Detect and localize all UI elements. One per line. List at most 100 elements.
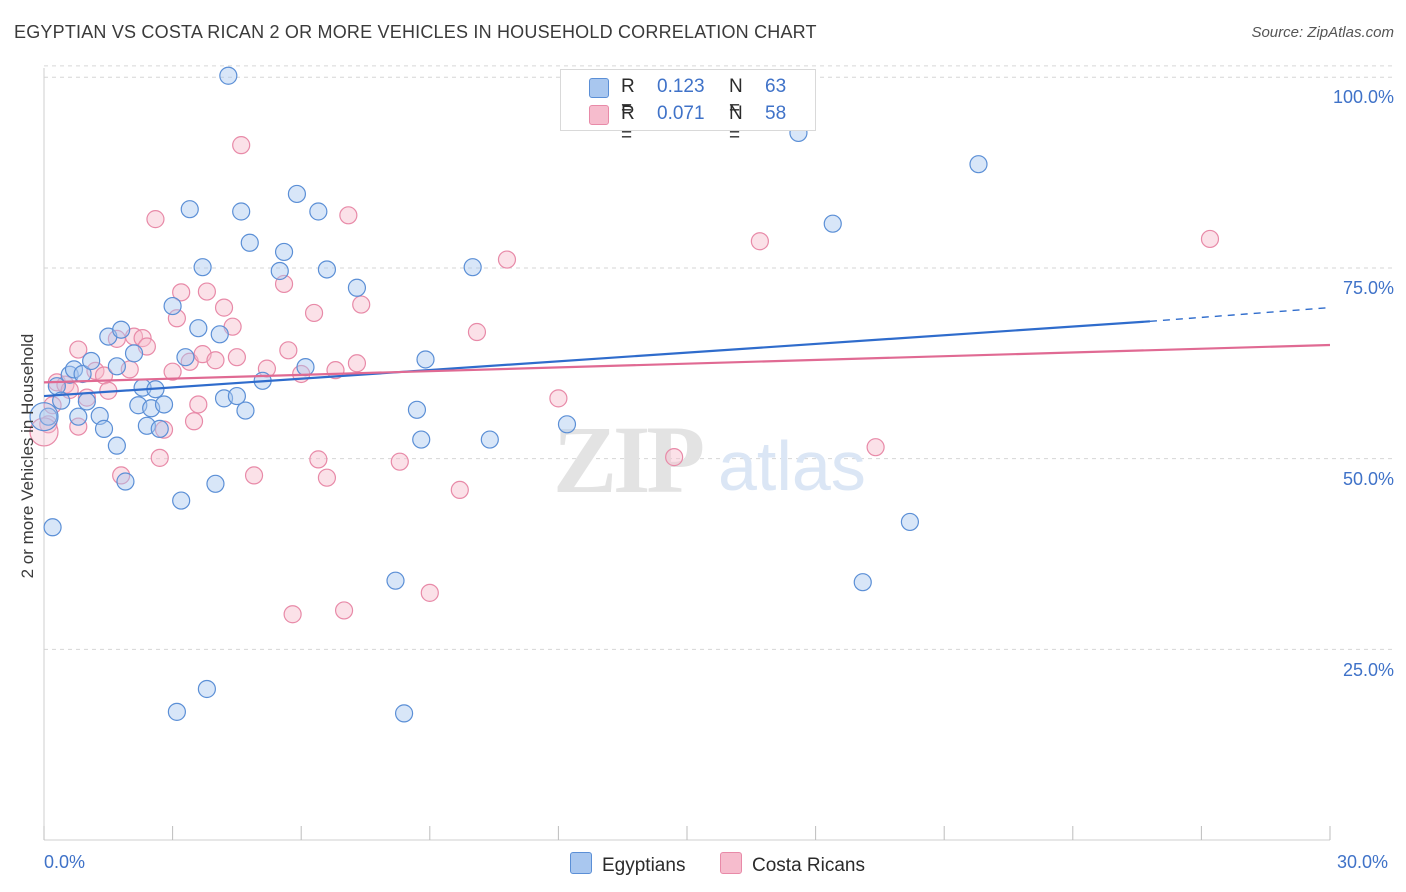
legend-item-costa-ricans[interactable]: Costa Ricans (720, 852, 865, 877)
trend-lines (43, 306, 1331, 398)
data-point (172, 283, 191, 302)
data-point (107, 357, 126, 376)
data-point (339, 206, 358, 225)
watermark: ZIP atlas (553, 406, 866, 513)
data-point (347, 278, 367, 297)
data-point (124, 344, 144, 363)
data-point (206, 351, 225, 370)
data-point (1200, 229, 1220, 249)
n-value: 58 (765, 103, 787, 124)
data-point (180, 200, 199, 219)
y-tick-label: 50.0% (1342, 469, 1394, 489)
data-point (283, 605, 302, 624)
data-point (665, 448, 684, 467)
costa-ricans-trend-line (43, 343, 1331, 384)
data-point (480, 430, 499, 449)
source-credit: Source: ZipAtlas.com (1251, 24, 1394, 41)
data-point (43, 518, 62, 537)
data-point (270, 261, 289, 281)
n-label: N = (729, 76, 743, 119)
n-value: 63 (765, 76, 787, 97)
data-point (146, 210, 165, 229)
data-point (172, 491, 191, 510)
data-point (557, 415, 577, 434)
legend-item-egyptians[interactable]: Egyptians (570, 852, 685, 877)
r-label: R = (621, 76, 635, 119)
data-point (227, 348, 246, 367)
data-point (219, 66, 238, 85)
data-point (412, 430, 431, 449)
legend-label: Egyptians (602, 855, 686, 876)
r-value: 0.123 (657, 76, 705, 97)
n-label: N = (729, 103, 743, 146)
y-tick-label: 25.0% (1342, 660, 1394, 680)
stats-legend: R = 0.123 N = 63 R = 0.071 N = 58 (560, 69, 816, 146)
gridlines (44, 65, 1392, 650)
data-point (193, 258, 212, 277)
data-point (150, 419, 169, 438)
data-point (69, 417, 88, 436)
data-point (163, 362, 182, 381)
x-tick-label: 30.0% (1337, 852, 1389, 872)
data-point (154, 395, 174, 414)
data-point (73, 364, 92, 384)
data-point (463, 258, 482, 277)
data-point (352, 295, 371, 314)
data-point (167, 702, 186, 721)
data-point (69, 340, 88, 359)
data-point (823, 214, 842, 233)
data-point (309, 450, 328, 469)
data-point (969, 155, 988, 174)
chart-title: EGYPTIAN VS COSTA RICAN 2 OR MORE VEHICL… (14, 22, 817, 42)
data-point (52, 391, 71, 410)
data-point (206, 474, 225, 493)
data-point (94, 419, 114, 438)
data-point (279, 341, 298, 360)
data-point (407, 400, 427, 419)
data-point (467, 322, 487, 342)
data-point (133, 329, 152, 348)
data-point (116, 472, 135, 491)
data-point (394, 704, 414, 723)
data-point (240, 233, 259, 252)
data-point (497, 250, 517, 269)
data-point (244, 466, 264, 485)
data-point (232, 202, 251, 221)
data-point (287, 184, 307, 204)
data-point (150, 448, 169, 467)
data-point (390, 452, 409, 471)
data-point (420, 583, 439, 602)
data-point (853, 573, 872, 592)
data-point (64, 360, 84, 379)
data-point (317, 260, 337, 279)
x-tick-label: 0.0% (44, 852, 86, 872)
watermark-atlas: atlas (718, 427, 866, 505)
data-point (77, 392, 96, 411)
costa-ricans-points (29, 136, 1220, 624)
data-point (214, 298, 234, 317)
legend-label: Costa Ricans (752, 855, 865, 876)
data-point (900, 512, 920, 532)
r-value: 0.071 (657, 103, 705, 124)
data-point (210, 325, 229, 344)
data-point (232, 136, 251, 155)
data-point (296, 357, 315, 377)
egyptians-trend-line (43, 320, 1151, 398)
data-point (189, 319, 208, 338)
data-point (39, 407, 58, 426)
data-point (866, 438, 885, 457)
data-point (386, 571, 405, 590)
data-point (750, 232, 769, 251)
data-point (236, 401, 255, 420)
y-tick-label: 100.0% (1332, 87, 1394, 107)
axes (43, 68, 1331, 841)
data-point (189, 395, 208, 414)
data-point (29, 402, 59, 432)
data-point (309, 202, 328, 221)
data-point (112, 320, 131, 339)
egyptians-points (29, 66, 988, 723)
data-point (176, 348, 195, 367)
egyptians-trend-extension (1149, 306, 1331, 323)
data-point (450, 480, 469, 499)
data-point (347, 354, 367, 373)
